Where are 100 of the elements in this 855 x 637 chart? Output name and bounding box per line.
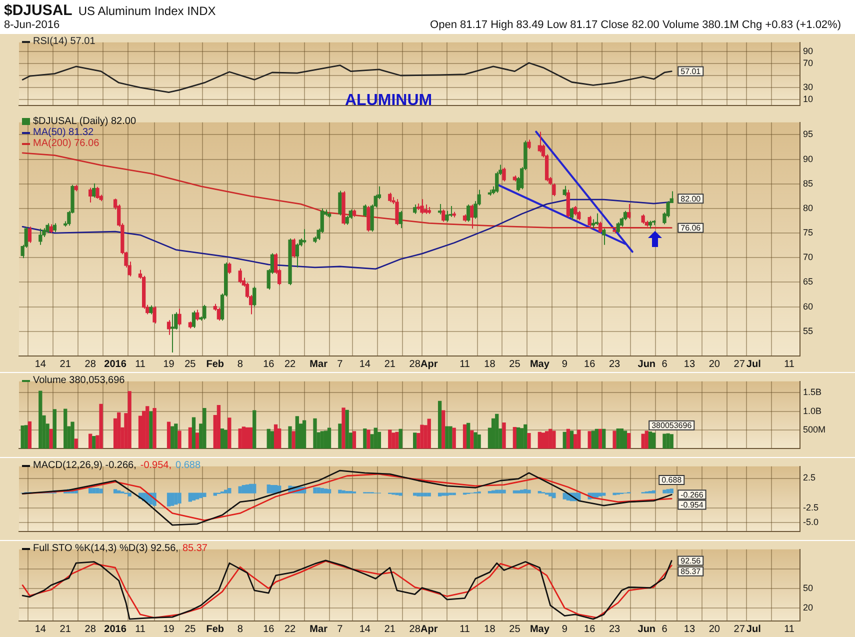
- x-tick-label: May: [530, 624, 550, 635]
- x-tick-label: 21: [60, 358, 72, 370]
- x-tick-label: 20: [708, 624, 720, 635]
- y-tick-label: 1.0B: [803, 406, 822, 416]
- text: 85.37: [182, 543, 208, 554]
- x-tick-label: 14: [359, 624, 371, 635]
- x-tick-label: 14: [359, 358, 371, 370]
- x-tick-label: 25: [509, 358, 521, 370]
- y-tick-label: -2.5: [803, 502, 819, 512]
- x-tick-label: Jun: [638, 358, 656, 370]
- x-tick-label: Apr: [420, 358, 438, 370]
- y-tick-label: 90: [803, 154, 814, 164]
- legend-label: MACD(12,26,9) -0.266,: [32, 460, 136, 471]
- y-tick-label: 55: [803, 326, 814, 336]
- x-tick-label: 25: [184, 358, 196, 370]
- x-tick-label: Feb: [206, 624, 224, 635]
- x-tick-label: Feb: [206, 358, 224, 370]
- x-tick-label: Jul: [746, 624, 762, 635]
- x-tick-label: 22: [284, 624, 296, 635]
- y-tick-label: 50: [803, 582, 814, 593]
- x-tick-label: Jul: [746, 358, 762, 370]
- x-tick-label: 9: [562, 624, 568, 635]
- x-tick-label: Apr: [420, 624, 438, 635]
- x-tick-label: 2016: [104, 358, 127, 370]
- x-tick-label: May: [530, 358, 550, 370]
- data-label: 85.37: [680, 567, 702, 576]
- data-label: 92.56: [680, 556, 702, 566]
- x-tick-label: 28: [409, 358, 421, 370]
- series-label: -0.954,: [140, 460, 172, 471]
- x-tick-label: 16: [263, 624, 275, 635]
- x-tick-label: 21: [384, 358, 396, 370]
- x-tick-label: 23: [608, 358, 621, 370]
- text: 8-Jun-2016: [4, 19, 60, 31]
- y-tick-label: -5.0: [803, 517, 819, 528]
- data-label: 0.688: [662, 476, 682, 485]
- data-label: 57.01: [680, 66, 702, 76]
- y-tick-label: 30: [803, 82, 814, 92]
- x-tick-label: 21: [384, 624, 396, 635]
- x-tick-label: 8: [237, 358, 244, 370]
- annotation: ALUMINUM: [345, 92, 432, 110]
- chart-title: $DJUSAL: [4, 2, 72, 19]
- y-tick-label: 80: [803, 202, 814, 213]
- legend-label: Volume 380,053,696: [32, 375, 125, 386]
- text: Open 81.17 High 83.49 Low 81.17 Close 82.00 Volume 380.1M Chg +0.83 (+1.02%): [430, 19, 841, 31]
- y-tick-label: 60: [803, 301, 814, 312]
- x-tick-label: 11: [784, 358, 795, 370]
- x-tick-label: 18: [484, 624, 496, 635]
- y-tick-label: 95: [803, 129, 814, 140]
- x-tick-label: 16: [584, 624, 596, 635]
- y-tick-label: 75: [803, 228, 814, 238]
- y-tick-label: 500M: [803, 424, 826, 434]
- y-tick-label: 85: [803, 178, 814, 188]
- x-tick-label: 11: [135, 624, 146, 635]
- x-tick-label: 23: [608, 624, 621, 635]
- x-tick-label: 19: [163, 358, 175, 370]
- x-tick-label: 9: [562, 358, 568, 370]
- y-tick-label: 65: [803, 276, 814, 287]
- y-tick-label: 90: [803, 46, 814, 56]
- x-tick-label: 22: [284, 358, 296, 370]
- chart-subtitle: US Aluminum Index INDX: [78, 4, 216, 18]
- x-tick-label: 28: [84, 358, 96, 370]
- data-label: 76.06: [680, 224, 702, 233]
- x-tick-label: 28: [84, 624, 96, 635]
- data-label: 380053696: [652, 421, 692, 430]
- y-tick-label: 2.5: [803, 472, 816, 483]
- x-tick-label: 7: [337, 624, 344, 635]
- x-tick-label: 14: [34, 624, 46, 635]
- x-tick-label: 2016: [104, 624, 127, 635]
- x-tick-label: 7: [337, 358, 344, 370]
- x-tick-label: 11: [135, 358, 146, 370]
- legend-label: Full STO %K(14,3) %D(3) 92.56,: [32, 543, 178, 554]
- x-tick-label: 11: [784, 624, 795, 635]
- x-tick-label: Mar: [310, 358, 328, 370]
- legend-label: MA(50) 81.32: [32, 127, 95, 138]
- y-tick-label: 10: [803, 94, 814, 104]
- x-tick-label: 6: [662, 624, 668, 635]
- data-label: -0.954: [680, 500, 704, 510]
- y-tick-label: 20: [803, 602, 814, 612]
- x-tick-label: 16: [584, 358, 596, 370]
- x-tick-label: 25: [184, 624, 196, 635]
- x-tick-label: 27: [734, 358, 746, 370]
- legend-label: $DJUSAL (Daily) 82.00: [32, 116, 136, 127]
- x-tick-label: 18: [484, 358, 496, 370]
- x-tick-label: Jun: [638, 624, 656, 635]
- x-tick-label: 13: [684, 358, 696, 370]
- y-tick-label: 70: [803, 58, 814, 68]
- x-tick-label: 11: [460, 358, 470, 370]
- x-tick-label: 14: [34, 358, 46, 370]
- legend-label: MA(200) 76.06: [32, 138, 100, 149]
- x-tick-label: 6: [662, 358, 668, 370]
- y-tick-label: 1.5B: [803, 387, 822, 398]
- legend-label: RSI(14) 57.01: [32, 36, 96, 47]
- text: 82.00: [680, 194, 701, 204]
- x-tick-label: 13: [684, 624, 696, 635]
- x-tick-label: 8: [237, 624, 244, 635]
- text: 0.688: [176, 460, 201, 471]
- x-tick-label: 21: [60, 624, 72, 635]
- x-tick-label: 20: [708, 358, 720, 370]
- data-label: -0.266: [680, 490, 704, 500]
- x-tick-label: 27: [734, 624, 746, 635]
